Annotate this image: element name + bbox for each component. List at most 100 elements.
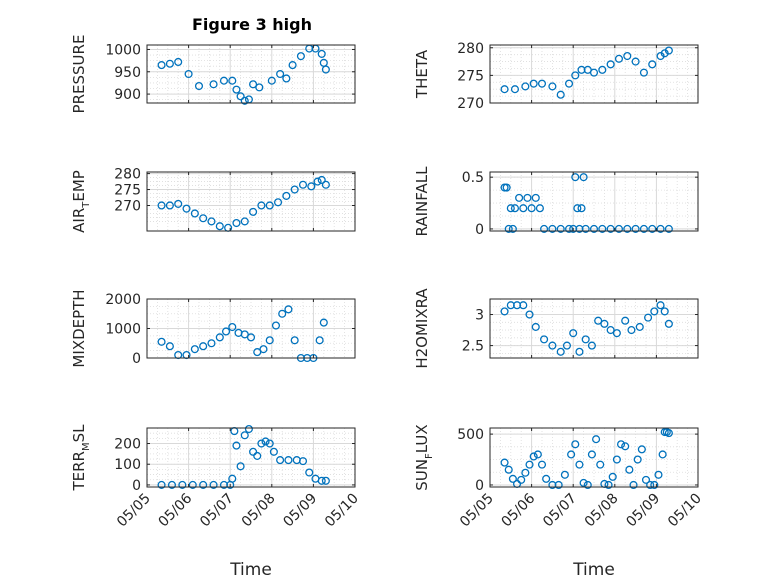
y-axis-label: TERRMSL <box>70 424 92 492</box>
data-point <box>510 204 520 213</box>
y-tick-label: 0.5 <box>462 170 484 186</box>
y-axis-label: RAINFALL <box>413 166 431 237</box>
data-point <box>278 309 287 318</box>
data-point <box>519 204 528 213</box>
x-tick-label: 05/10 <box>665 491 705 531</box>
data-point <box>228 76 237 85</box>
data-point <box>631 224 640 233</box>
data-point <box>269 447 278 456</box>
axes-box <box>146 427 356 488</box>
data-point <box>232 218 241 228</box>
data-point <box>527 204 536 213</box>
y-tick-label: 270 <box>457 96 484 112</box>
data-point <box>190 209 199 218</box>
y-tick-label: 950 <box>114 65 141 81</box>
data-point <box>215 222 224 231</box>
data-point <box>253 451 262 460</box>
data-point <box>531 193 540 202</box>
data-point <box>589 68 599 77</box>
data-point <box>276 69 285 79</box>
data-point <box>157 337 166 346</box>
data-point <box>259 345 268 354</box>
y-tick-label: 3 <box>475 308 484 324</box>
data-point <box>165 201 174 210</box>
subplot-terr-msl: 05/05 05/06 05/07 05/08 05/09 05/10 0 100 200 TER… <box>70 424 362 531</box>
data-point <box>321 476 330 485</box>
y-axis-label: SUNFLUX <box>413 424 435 490</box>
data-point <box>228 474 237 483</box>
x-tick-label: 05/09 <box>280 491 320 531</box>
data-point <box>165 59 174 68</box>
data-point <box>290 185 299 194</box>
x-tick-label: 05/10 <box>322 491 362 531</box>
data-point <box>564 79 574 88</box>
data-point <box>282 74 291 83</box>
data-point <box>571 440 580 449</box>
y-tick-label: 500 <box>457 427 484 443</box>
data-point <box>567 450 576 459</box>
data-point <box>658 450 667 459</box>
data-point <box>236 92 245 101</box>
data-point <box>656 224 665 233</box>
data-point <box>646 480 655 490</box>
data-point <box>660 307 669 316</box>
data-point <box>548 82 557 91</box>
data-point <box>282 191 291 200</box>
data-point <box>548 341 557 350</box>
x-tick-label: 05/05 <box>457 491 497 531</box>
x-axis-label-left: Time <box>229 560 272 580</box>
data-point <box>635 322 644 331</box>
data-point <box>321 180 330 189</box>
axes-box <box>489 298 699 359</box>
data-point <box>228 322 237 332</box>
data-point <box>644 313 653 322</box>
data-point <box>569 329 578 338</box>
data-point <box>664 46 673 55</box>
axes-box <box>146 44 356 104</box>
data-point <box>608 472 617 481</box>
data-point <box>500 458 509 467</box>
data-point <box>190 345 199 354</box>
x-tick-label: 05/07 <box>540 491 580 531</box>
x-tick-label: 05/09 <box>623 491 663 531</box>
data-point <box>167 480 177 489</box>
data-point <box>255 83 264 92</box>
y-axis-label: PRESSURE <box>70 35 88 114</box>
data-point <box>614 224 624 233</box>
data-point <box>207 217 216 226</box>
subplot-h2omixra: 2.5 3 H2OMIXRA <box>413 288 699 369</box>
data-point <box>174 199 183 208</box>
data-point <box>215 333 224 342</box>
data-point <box>504 224 513 233</box>
data-point <box>664 224 673 233</box>
data-point <box>504 465 513 474</box>
subplot-rainfall: 0 0.5 RAINFALL <box>413 166 699 238</box>
data-point <box>236 462 245 471</box>
data-point <box>523 193 532 202</box>
data-point <box>313 177 322 186</box>
y-tick-label: 280 <box>114 167 141 183</box>
data-point <box>579 478 588 487</box>
data-point <box>540 224 549 233</box>
data-point <box>249 80 258 89</box>
data-point <box>641 475 651 484</box>
data-point <box>240 96 249 105</box>
data-point <box>284 305 293 314</box>
axes-box <box>146 171 356 232</box>
y-tick-label: 900 <box>114 87 141 103</box>
y-tick-label: 200 <box>114 437 141 453</box>
y-axis-label: AIRTEMP <box>70 170 92 233</box>
data-point <box>540 335 549 344</box>
data-point <box>517 475 526 484</box>
data-point <box>182 204 191 213</box>
y-tick-label: 280 <box>457 41 484 57</box>
data-point <box>575 347 584 356</box>
data-point <box>178 480 187 489</box>
data-point <box>199 342 208 351</box>
data-point <box>654 470 663 479</box>
data-point <box>276 456 285 465</box>
data-point <box>631 57 640 66</box>
data-point <box>564 224 574 233</box>
data-point <box>656 301 665 310</box>
data-point <box>596 460 605 469</box>
